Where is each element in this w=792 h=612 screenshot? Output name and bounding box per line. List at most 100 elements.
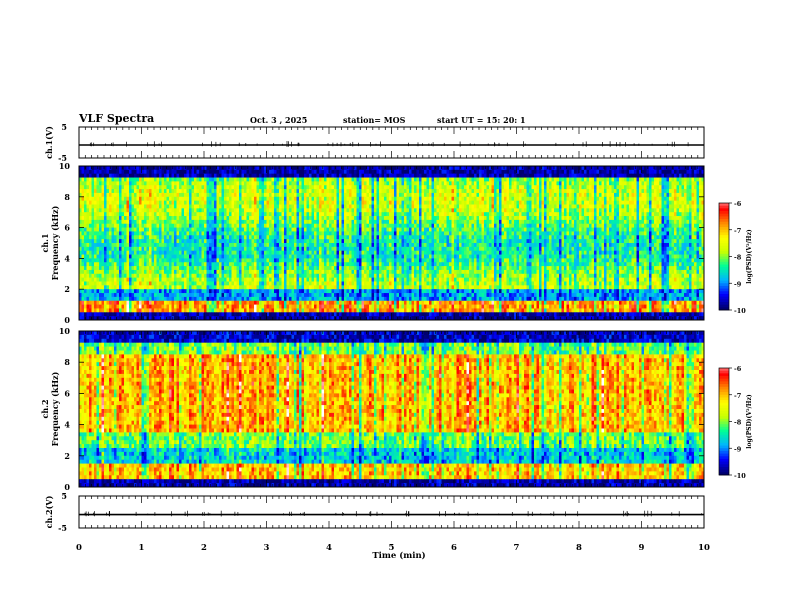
spectrogram-cell: [354, 204, 357, 209]
spectrogram-cell: [526, 185, 530, 190]
spectrogram-cell: [246, 227, 250, 232]
spectrogram-cell: [301, 200, 305, 205]
spectrogram-cell: [511, 208, 515, 213]
spectrogram-cell: [656, 204, 660, 209]
spectrogram-cell: [526, 239, 530, 244]
spectrogram-cell: [524, 212, 527, 217]
spectrogram-cell: [474, 169, 477, 175]
spectrogram-cell: [246, 212, 250, 217]
spectrogram-cell: [291, 181, 295, 186]
spectrogram-cell: [256, 181, 260, 186]
spectrogram-cell: [444, 239, 447, 244]
spectrogram-cell: [486, 212, 490, 217]
spectrogram-cell: [554, 192, 557, 198]
spectrogram-cell: [271, 227, 275, 232]
spectrogram-cell: [249, 189, 252, 194]
spectrogram-cell: [381, 169, 385, 175]
spectrogram-cell: [564, 204, 567, 209]
spectrogram-cell: [364, 239, 367, 244]
spectrogram-cell: [434, 223, 437, 228]
spectrogram-cell: [536, 173, 540, 178]
spectrogram-cell: [664, 219, 667, 225]
spectrogram-cell: [399, 231, 402, 236]
spectrogram-cell: [109, 196, 112, 202]
spectrogram-cell: [564, 219, 567, 225]
spectrogram-cell: [436, 189, 440, 194]
spectrogram-cell: [684, 239, 687, 244]
spectrogram-cell: [211, 235, 215, 240]
spectrogram-cell: [291, 189, 295, 194]
spectrogram-cell: [84, 185, 87, 190]
spectrogram-cell: [296, 204, 300, 209]
spectrogram-cell: [656, 219, 660, 225]
spectrogram-cell: [631, 204, 635, 209]
spectrogram-cell: [496, 169, 500, 175]
spectrogram-cell: [269, 227, 272, 232]
spectrogram-cell: [696, 216, 700, 221]
spectrogram-cell: [344, 212, 347, 217]
spectrogram-cell: [254, 208, 257, 213]
spectrogram-cell: [551, 216, 555, 221]
spectrogram-cell: [294, 196, 297, 202]
spectrogram-cell: [559, 223, 562, 228]
spectrogram-cell: [259, 169, 262, 175]
spectrogram-cell: [274, 208, 277, 213]
spectrogram-cell: [106, 189, 110, 194]
spectrogram-cell: [574, 231, 577, 236]
spectrogram-cell: [564, 181, 567, 186]
spectrogram-cell: [571, 177, 575, 182]
spectrogram-cell: [589, 169, 592, 175]
spectrogram-cell: [664, 189, 667, 194]
spectrogram-cell: [504, 219, 507, 225]
spectrogram-cell: [609, 200, 612, 205]
spectrogram-cell: [654, 177, 657, 182]
spectrogram-cell: [301, 216, 305, 221]
spectrogram-cell: [586, 239, 590, 244]
spectrogram-cell: [251, 219, 255, 225]
spectrogram-cell: [169, 212, 172, 217]
spectrogram-cell: [381, 204, 385, 209]
spectrogram-cell: [586, 200, 590, 205]
spectrogram-cell: [189, 169, 192, 175]
spectrogram-cell: [366, 235, 370, 240]
spectrogram-cell: [234, 200, 237, 205]
spectrogram-cell: [264, 200, 267, 205]
spectrogram-cell: [516, 212, 520, 217]
spectrogram-cell: [156, 227, 160, 232]
spectrogram-cell: [504, 235, 507, 240]
spectrogram-cell: [626, 235, 630, 240]
spectrogram-cell: [159, 227, 162, 232]
spectrogram-cell: [79, 181, 82, 186]
spectrogram-cell: [471, 219, 475, 225]
spectrogram-cell: [134, 173, 137, 178]
spectrogram-cell: [549, 216, 552, 221]
spectrogram-cell: [624, 192, 627, 198]
spectrogram-cell: [586, 235, 590, 240]
spectrogram-cell: [429, 212, 432, 217]
spectrogram-cell: [506, 204, 510, 209]
spectrogram-cell: [656, 212, 660, 217]
spectrogram-cell: [406, 200, 410, 205]
spectrogram-cell: [444, 192, 447, 198]
spectrogram-cell: [269, 166, 272, 171]
spectrogram-cell: [429, 192, 432, 198]
spectrogram-cell: [391, 173, 395, 178]
spectrogram-cell: [414, 181, 417, 186]
spectrogram-cell: [451, 208, 455, 213]
spectrogram-cell: [486, 196, 490, 202]
spectrogram-cell: [274, 200, 277, 205]
spectrogram-cell: [374, 219, 377, 225]
spectrogram-cell: [206, 208, 210, 213]
spectrogram-cell: [334, 223, 337, 228]
spectrogram-cell: [626, 196, 630, 202]
spectrogram-cell: [471, 223, 475, 228]
spectrogram-cell: [439, 169, 442, 175]
spectrogram-cell: [406, 177, 410, 182]
spectrogram-cell: [526, 212, 530, 217]
spectrogram-cell: [479, 169, 482, 175]
spectrogram-cell: [634, 208, 637, 213]
spectrogram-cell: [484, 219, 487, 225]
spectrogram-cell: [679, 208, 682, 213]
spectrogram-cell: [141, 231, 145, 236]
spectrogram-cell: [461, 212, 465, 217]
